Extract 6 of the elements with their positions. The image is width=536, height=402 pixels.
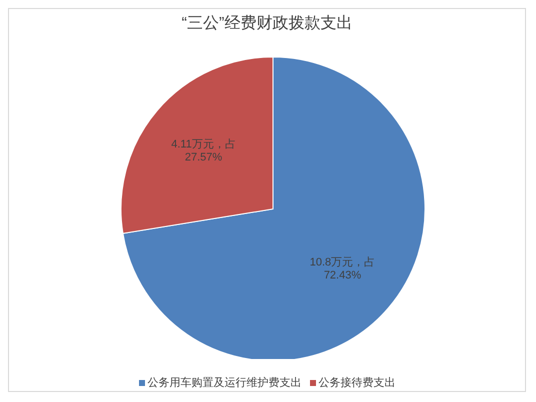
data-label: 10.8万元，占 72.43% xyxy=(310,256,376,282)
chart-title: “三公”经费财政拨款支出 xyxy=(180,14,354,34)
legend-label: 公务用车购置及运行维护费支出 xyxy=(148,376,302,390)
data-label: 4.11万元，占 27.57% xyxy=(171,137,236,164)
legend-label: 公务接待费支出 xyxy=(318,376,396,390)
pie-slice xyxy=(122,56,426,359)
